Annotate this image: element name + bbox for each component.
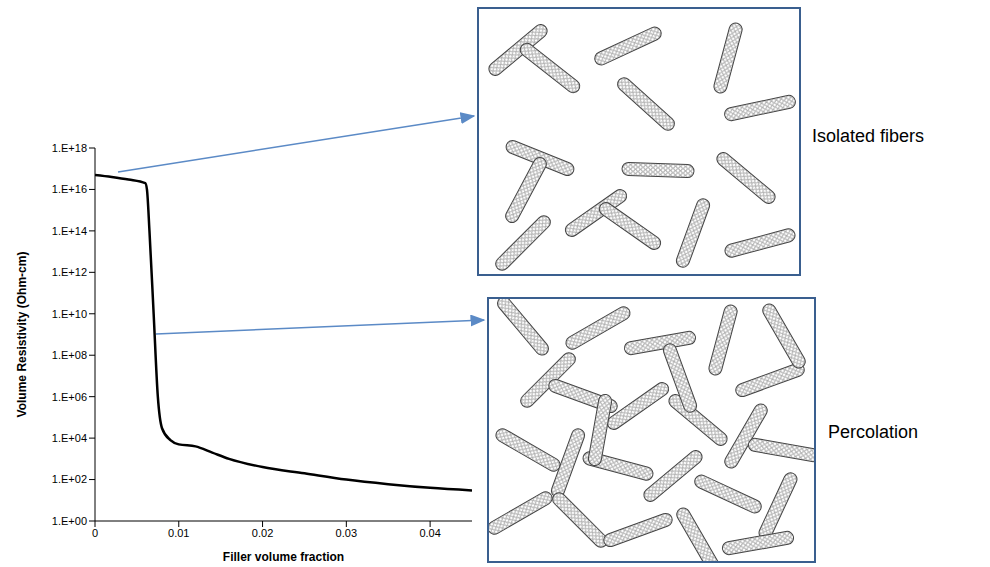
svg-text:0.02: 0.02 [252,527,273,539]
svg-text:1.E+10: 1.E+10 [52,308,87,320]
svg-text:0.03: 0.03 [336,527,357,539]
svg-text:1.E+14: 1.E+14 [52,225,87,237]
svg-text:1.E+18: 1.E+18 [52,142,87,154]
svg-text:1.E+08: 1.E+08 [52,349,87,361]
svg-text:0.01: 0.01 [168,527,189,539]
svg-text:1.E+02: 1.E+02 [52,473,87,485]
svg-text:0.04: 0.04 [419,527,440,539]
svg-text:1.E+06: 1.E+06 [52,391,87,403]
svg-text:0: 0 [92,527,98,539]
svg-text:1.E+12: 1.E+12 [52,266,87,278]
svg-text:Isolated fibers: Isolated fibers [812,126,924,146]
svg-text:1.E+04: 1.E+04 [52,432,87,444]
svg-text:Filler volume fraction: Filler volume fraction [223,550,344,564]
svg-text:Percolation: Percolation [828,422,918,442]
svg-text:1.E+00: 1.E+00 [52,515,87,527]
svg-text:1.E+16: 1.E+16 [52,183,87,195]
svg-text:Volume Resistivity (Ohm-cm): Volume Resistivity (Ohm-cm) [15,252,29,418]
